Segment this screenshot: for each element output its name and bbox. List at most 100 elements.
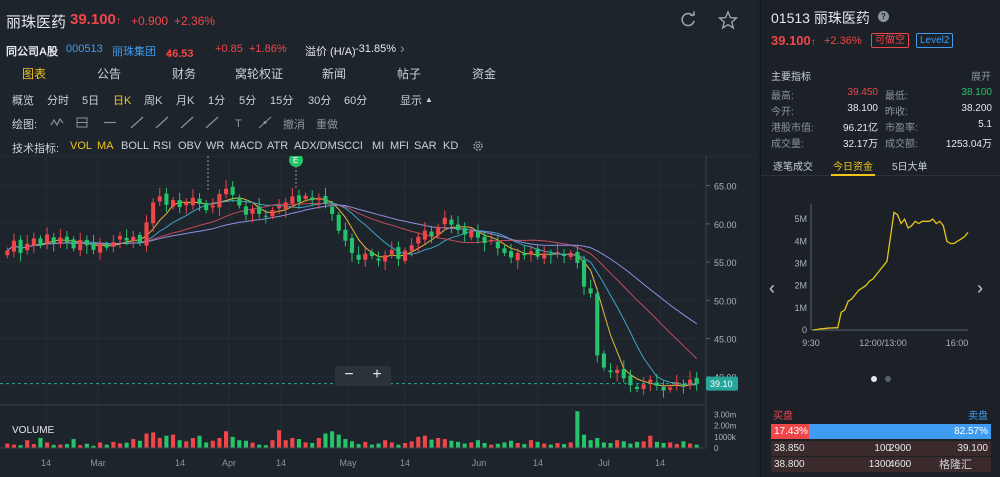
a-share-code[interactable]: 000513 (66, 43, 103, 55)
volume-bar[interactable] (45, 442, 50, 448)
volume-bar[interactable] (144, 433, 149, 448)
candle[interactable] (674, 374, 679, 391)
hline-icon[interactable] (103, 116, 117, 129)
volume-bar[interactable] (51, 444, 56, 448)
volume-bar[interactable] (509, 440, 514, 448)
indicator-macd[interactable]: MACD (230, 140, 263, 152)
candle[interactable] (117, 231, 123, 249)
volume-bar[interactable] (568, 442, 573, 448)
side-tab-1[interactable]: 今日资金 (833, 162, 873, 173)
candle[interactable] (230, 181, 235, 202)
indicator-vol[interactable]: VOL (70, 140, 93, 152)
volume-bar[interactable] (131, 439, 136, 448)
tab-3[interactable]: 窝轮权证 (234, 67, 283, 81)
volume-bar[interactable] (316, 437, 321, 448)
candle[interactable] (475, 224, 480, 244)
tab-5[interactable]: 帖子 (396, 67, 421, 81)
volume-bar[interactable] (581, 434, 587, 448)
wave-icon[interactable] (50, 116, 64, 129)
indicator-mi[interactable]: MI (372, 140, 385, 152)
candle[interactable] (170, 197, 176, 210)
volume-bar[interactable] (641, 441, 646, 448)
candle[interactable] (283, 198, 288, 218)
candle[interactable] (5, 247, 10, 259)
candle[interactable] (528, 245, 534, 262)
volume-bar[interactable] (588, 440, 593, 448)
volume-bar[interactable] (621, 441, 626, 448)
caret-icon[interactable]: ▲ (425, 95, 433, 104)
volume-bar[interactable] (668, 442, 673, 448)
volume-bar[interactable] (475, 440, 480, 448)
volume-bar[interactable] (31, 444, 36, 448)
volume-bar[interactable] (303, 442, 308, 448)
candle[interactable] (290, 187, 295, 208)
volume-bar[interactable] (170, 434, 176, 448)
period-6[interactable]: 1分 (208, 95, 226, 107)
volume-bar[interactable] (562, 444, 567, 448)
candle[interactable] (456, 216, 461, 235)
volume-bar[interactable] (58, 444, 63, 448)
candle[interactable] (18, 235, 23, 262)
volume-bar[interactable] (270, 440, 275, 448)
candle[interactable] (542, 246, 547, 265)
side-tab-2[interactable]: 5日大单 (892, 162, 928, 173)
candle[interactable] (681, 379, 686, 394)
candle[interactable] (243, 199, 248, 221)
candle[interactable] (396, 241, 401, 267)
candle[interactable] (389, 241, 394, 259)
candle[interactable] (489, 231, 494, 245)
candle[interactable] (316, 193, 321, 209)
candle[interactable] (548, 249, 553, 264)
volume-bar[interactable] (111, 441, 116, 448)
candle[interactable] (535, 245, 540, 260)
refresh-icon[interactable] (678, 10, 698, 30)
volume-bar[interactable] (184, 441, 189, 448)
period-0[interactable]: 概览 (12, 95, 34, 107)
candle[interactable] (124, 229, 129, 246)
volume-bar[interactable] (11, 444, 16, 448)
volume-bar[interactable] (661, 442, 666, 448)
volume-bar[interactable] (91, 445, 96, 448)
period-9[interactable]: 30分 (308, 95, 332, 107)
indicator-mfi[interactable]: MFI (390, 140, 409, 152)
candle[interactable] (184, 198, 189, 214)
period-11[interactable]: 显示 (400, 95, 422, 107)
volume-bar[interactable] (601, 442, 606, 448)
volume-bar[interactable] (369, 444, 374, 448)
indicator-sar[interactable]: SAR (414, 140, 437, 152)
candle[interactable] (588, 279, 593, 298)
candle[interactable] (237, 194, 242, 209)
volume-bar[interactable] (502, 442, 507, 448)
candle[interactable] (482, 232, 487, 252)
candle[interactable] (363, 247, 368, 267)
volume-bar[interactable] (336, 434, 341, 448)
volume-bar[interactable] (283, 440, 288, 448)
star-icon[interactable] (718, 10, 738, 30)
candle[interactable] (668, 384, 673, 393)
candle[interactable] (25, 235, 30, 255)
candle[interactable] (78, 232, 83, 256)
candle[interactable] (84, 235, 89, 254)
volume-bar[interactable] (363, 441, 368, 448)
volume-bar[interactable] (515, 442, 520, 448)
candle[interactable] (310, 190, 315, 206)
volume-bar[interactable] (548, 444, 553, 448)
volume-bar[interactable] (263, 445, 268, 448)
volume-bar[interactable] (224, 431, 229, 448)
candle[interactable] (11, 233, 16, 258)
volume-bar[interactable] (78, 445, 83, 448)
ray-icon[interactable] (155, 116, 169, 129)
volume-bar[interactable] (330, 431, 335, 448)
volume-bar[interactable] (436, 437, 441, 448)
candle[interactable] (654, 373, 659, 391)
event-badge[interactable]: E (289, 156, 303, 167)
candle[interactable] (263, 209, 268, 224)
zoom-out-button[interactable]: − (344, 366, 354, 383)
volume-bar[interactable] (396, 444, 401, 448)
candle[interactable] (522, 245, 527, 260)
volume-bar[interactable] (243, 440, 248, 448)
volume-bar[interactable] (628, 443, 633, 448)
kline-chart-svg[interactable]: 65.0060.0055.0050.0045.0040.00E39.10VOLU… (0, 156, 757, 477)
volume-bar[interactable] (681, 441, 686, 448)
candle[interactable] (330, 200, 335, 222)
